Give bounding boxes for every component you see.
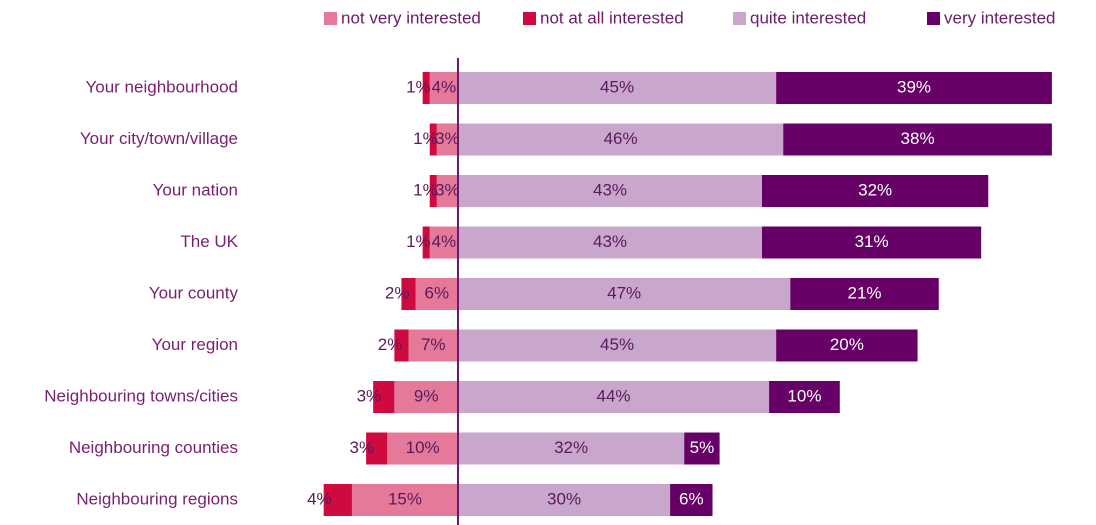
value-label: 21% [848,283,882,302]
category-label: Your neighbourhood [85,77,238,96]
legend-label: not at all interested [540,8,684,27]
bar-segment [776,329,918,362]
bar-segment [458,329,777,362]
value-label: 3% [435,180,460,199]
bar-segment [762,226,982,259]
bar-segment [458,381,770,413]
value-label: 30% [547,489,581,508]
bar-segment [429,226,458,259]
bar-segment [373,381,395,413]
bar-segment [776,72,1052,104]
value-label: 1% [406,77,431,96]
bar-segment [415,278,458,310]
value-label: 9% [414,386,439,405]
bar-segment [670,484,713,516]
bar-segment [387,432,458,465]
value-label: 7% [421,335,446,354]
value-label: 32% [858,180,892,199]
value-label: 20% [830,335,864,354]
value-label: 46% [604,129,638,148]
bar-segment [783,123,1052,156]
bar-segment [401,278,416,310]
bars [323,72,1052,516]
value-label: 43% [593,180,627,199]
bar-segment [429,72,458,104]
bar-segment [429,175,437,207]
value-label: 44% [597,386,631,405]
bar-segment [422,226,430,259]
value-label: 3% [357,386,382,405]
bar-segment [351,484,458,516]
value-label: 1% [413,180,438,199]
value-label: 47% [607,283,641,302]
value-label: 10% [406,438,440,457]
bar-segment [436,175,458,207]
bar-segment [429,123,437,156]
category-label: The UK [180,232,238,251]
legend-swatch [324,12,337,25]
bar-segment [790,278,939,310]
bar-segment [394,381,458,413]
bar-segment [684,432,720,465]
value-label: 4% [432,77,457,96]
bar-segment [394,329,409,362]
category-label: Your city/town/village [80,129,238,148]
value-label: 31% [855,232,889,251]
bar-segment [422,72,430,104]
category-label: Neighbouring counties [69,438,238,457]
legend-swatch [733,12,746,25]
bar-segment [769,381,840,413]
value-label: 3% [350,438,375,457]
bar-segment [366,432,388,465]
value-label: 45% [600,335,634,354]
category-label: Neighbouring regions [76,489,238,508]
category-label: Your county [149,283,239,302]
value-label: 39% [897,77,931,96]
bar-segment [458,484,671,516]
value-label: 2% [385,283,410,302]
category-label: Your nation [153,180,238,199]
bar-segment [458,123,784,156]
bar-segment [436,123,458,156]
legend-label: quite interested [750,8,866,27]
value-label: 15% [388,489,422,508]
value-label: 4% [432,232,457,251]
value-label: 45% [600,77,634,96]
bar-segment [408,329,458,362]
value-label: 2% [378,335,403,354]
legend-swatch [523,12,536,25]
legend-swatch [927,12,940,25]
category-label: Your region [152,335,238,354]
bar-segment [458,175,763,207]
value-label: 6% [679,489,704,508]
bar-segment [458,278,791,310]
bar-segment [762,175,989,207]
legend-label: not very interested [341,8,481,27]
value-label: 43% [593,232,627,251]
value-label: 5% [690,438,715,457]
value-label: 1% [406,232,431,251]
bar-segment [323,484,352,516]
value-label: 1% [413,129,438,148]
value-label: 38% [901,129,935,148]
category-label: Neighbouring towns/cities [44,386,238,405]
value-label: 3% [435,129,460,148]
value-label: 32% [554,438,588,457]
value-label: 10% [787,386,821,405]
bar-segment [458,226,763,259]
legend-label: very interested [944,8,1056,27]
bar-segment [458,72,777,104]
value-label: 4% [307,489,332,508]
value-label: 6% [425,283,450,302]
bar-segment [458,432,685,465]
